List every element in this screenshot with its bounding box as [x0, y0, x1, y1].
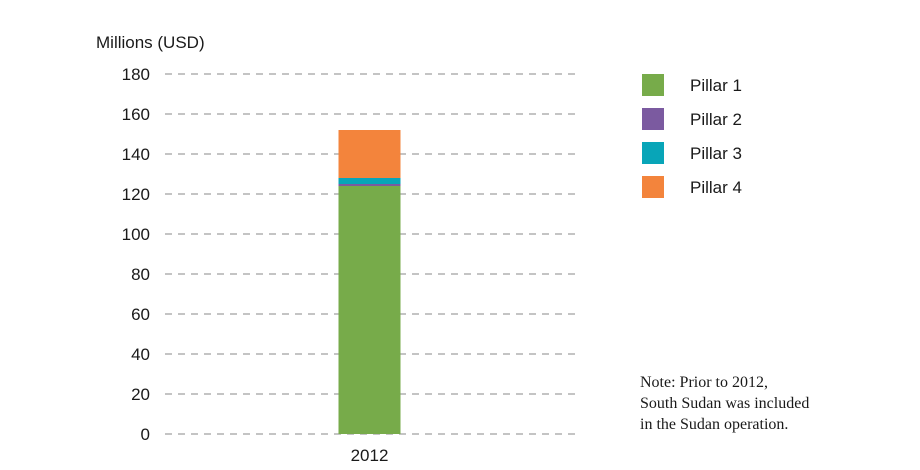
y-tick-label: 80: [131, 265, 150, 284]
y-tick-label: 160: [122, 105, 150, 124]
y-tick-label: 140: [122, 145, 150, 164]
y-tick-label: 40: [131, 345, 150, 364]
bars: [338, 130, 401, 434]
legend-swatch: [642, 108, 664, 130]
note-line: Note: Prior to 2012,: [640, 374, 768, 391]
legend-swatch: [642, 142, 664, 164]
bar-segment: [338, 178, 401, 184]
legend: Pillar 1 Pillar 2 Pillar 3 Pillar 4: [642, 74, 742, 198]
legend-swatch: [642, 176, 664, 198]
y-tick-label: 0: [141, 425, 150, 444]
y-tick-label: 20: [131, 385, 150, 404]
bar-segment: [338, 184, 401, 186]
bar-segment: [338, 130, 401, 178]
y-axis-label: Millions (USD): [96, 33, 205, 52]
y-tick-label: 60: [131, 305, 150, 324]
legend-label: Pillar 3: [690, 144, 742, 163]
x-tick-labels: 2012: [351, 446, 389, 465]
y-tick-label: 120: [122, 185, 150, 204]
gridlines: [165, 73, 578, 435]
note: Note: Prior to 2012, South Sudan was inc…: [640, 372, 809, 435]
bar-segment: [338, 186, 401, 434]
legend-label: Pillar 4: [690, 178, 742, 197]
note-line: South Sudan was included: [640, 395, 810, 412]
y-tick-label: 180: [122, 65, 150, 84]
y-tick-label: 100: [122, 225, 150, 244]
y-tick-labels: 0 20 40 60 80 100 120 140 160 180: [122, 65, 150, 444]
note-line: in the Sudan operation.: [640, 416, 789, 433]
legend-swatch: [642, 74, 664, 96]
legend-label: Pillar 2: [690, 110, 742, 129]
x-tick-label: 2012: [351, 446, 389, 465]
legend-label: Pillar 1: [690, 76, 742, 95]
